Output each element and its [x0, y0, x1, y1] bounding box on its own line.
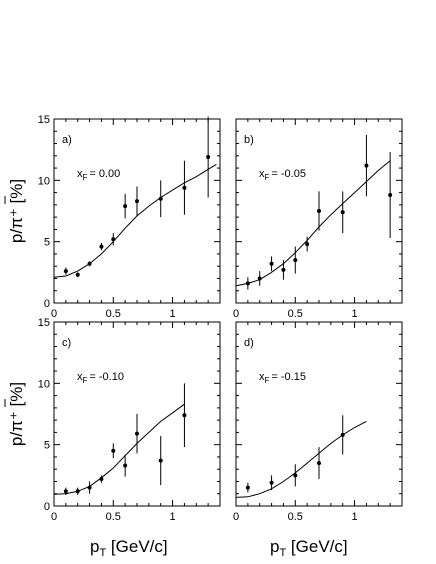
- panel-a-y-tick-label: 10: [38, 175, 50, 187]
- panel-d-data-point-2: [293, 473, 298, 478]
- panel-d-xf-annotation: xF = -0.15: [259, 371, 306, 385]
- panel-a-y-tick-label: 0: [44, 298, 50, 310]
- x-axis-title-left-unit: [GeV/c]: [106, 537, 167, 556]
- panel-b-data-point-3: [281, 267, 286, 272]
- panel-c-data-point-0: [63, 489, 68, 494]
- panel-d-x-tick-label: 0: [233, 511, 239, 523]
- panel-b-data-point-9: [388, 193, 393, 198]
- x-axis-title-right-sub: T: [279, 547, 286, 559]
- panel-b-label: b): [244, 134, 254, 146]
- panel-d: 0 0.5 1 d) xF = -0.15: [233, 321, 403, 523]
- panel-c-data-point-4: [111, 448, 116, 453]
- panel-d-x-tick-label: 1: [352, 511, 358, 523]
- panel-c-y-tick-label: 0: [44, 501, 50, 513]
- panel-c-y-tick-label: 10: [38, 378, 50, 390]
- panel-b-data-point-6: [317, 209, 321, 213]
- panel-a-data-point-4: [111, 237, 116, 242]
- panel-d-data-point-3: [317, 461, 321, 466]
- panel-c-x-tick-label: 1: [170, 511, 176, 523]
- panel-d-x-tick-label: 0.5: [288, 511, 303, 523]
- panel-a-data-point-7: [158, 196, 163, 201]
- panel-d-label: d): [244, 337, 254, 349]
- panel-b-xf-sub: F: [265, 173, 270, 182]
- y-axis-title-bottom: p/π⁺ [%]: [7, 382, 26, 446]
- panel-c-data-point-1: [75, 489, 80, 494]
- panel-b-x-tick-label: 0.5: [288, 308, 303, 320]
- y-axis-title-top: p/π⁺ [%]: [7, 179, 26, 243]
- panel-a-data-point-1: [75, 272, 80, 277]
- panel-b-data-point-4: [293, 258, 298, 263]
- panel-a-data-point-6: [135, 199, 139, 204]
- panel-d-data-point-0: [245, 485, 250, 490]
- panel-d-xf-sub: F: [265, 376, 270, 385]
- panel-c-data-point-2: [87, 485, 92, 490]
- panel-a-data-point-8: [182, 185, 187, 190]
- panel-d-xf-main: x: [259, 371, 265, 383]
- panel-c-xf-value: = -0.10: [89, 371, 124, 383]
- panel-c-x-tick-label: 0: [51, 511, 57, 523]
- panel-c-y-tick-label: 5: [44, 440, 50, 452]
- panel-c-label: c): [62, 337, 71, 349]
- panel-a-xf-annotation: xF = 0.00: [77, 168, 120, 182]
- x-axis-title-left-main: p: [90, 537, 99, 556]
- x-axis-title-right: pT [GeV/c]: [270, 537, 348, 559]
- panel-a-data-point-3: [99, 244, 104, 249]
- panel-b-x-tick-label: 0: [233, 308, 239, 320]
- panel-b-data-point-0: [245, 281, 250, 286]
- x-axis-title-left-sub: T: [99, 547, 106, 559]
- panel-b-xf-main: x: [259, 168, 265, 180]
- panel-d-data-point-4: [340, 432, 345, 437]
- panel-a-data-point-9: [206, 155, 211, 160]
- panel-a-data-point-5: [123, 204, 128, 209]
- panel-a-y-tick-label: 15: [38, 114, 50, 126]
- panel-c-xf-sub: F: [83, 376, 88, 385]
- panel-a-x-tick-label: 0.5: [106, 308, 121, 320]
- panel-a-label: a): [62, 134, 72, 146]
- panel-a-xf-value: = 0.00: [89, 168, 120, 180]
- panel-a-xf-main: x: [77, 168, 83, 180]
- panel-c-data-point-6: [135, 431, 139, 436]
- panel-b-xf-annotation: xF = -0.05: [259, 168, 306, 182]
- panel-c-fit-curve: [53, 403, 185, 495]
- panel-c-xf-main: x: [77, 371, 83, 383]
- panel-b-data-point-1: [257, 276, 262, 281]
- panel-b: 0 0.5 1 b) xF = -0.05: [233, 118, 403, 320]
- panel-b-xf-value: = -0.05: [271, 168, 306, 180]
- panel-a-xf-sub: F: [83, 173, 88, 182]
- panel-b-data-point-2: [269, 261, 274, 266]
- panel-b-data-point-8: [364, 163, 369, 168]
- panel-c-data-point-3: [99, 477, 104, 482]
- x-axis-title-right-unit: [GeV/c]: [286, 537, 347, 556]
- panel-b-data-point-7: [340, 210, 345, 215]
- panel-c-data-point-7: [158, 458, 163, 463]
- panel-c-x-tick-label: 0.5: [106, 511, 121, 523]
- panel-a-x-tick-label: 1: [170, 308, 176, 320]
- panel-d-fit-curve: [235, 420, 367, 498]
- panel-b-data-point-5: [305, 242, 310, 247]
- panel-d-xf-value: = -0.15: [271, 371, 306, 383]
- x-axis-title-right-main: p: [270, 537, 279, 556]
- panel-d-data-point-1: [269, 480, 274, 485]
- panel-b-x-tick-label: 1: [352, 308, 358, 320]
- x-axis-title-left: pT [GeV/c]: [90, 537, 168, 559]
- panel-c-y-tick-label: 15: [38, 317, 50, 329]
- panel-a-x-tick-label: 0: [51, 308, 57, 320]
- panel-c-xf-annotation: xF = -0.10: [77, 371, 124, 385]
- panel-a-data-point-2: [87, 261, 92, 266]
- panel-c-data-point-5: [123, 463, 128, 468]
- panel-a-y-tick-label: 5: [44, 237, 50, 249]
- panel-a-fit-curve: [53, 163, 217, 278]
- panel-c-data-point-8: [182, 413, 187, 418]
- panel-a-data-point-0: [63, 269, 68, 274]
